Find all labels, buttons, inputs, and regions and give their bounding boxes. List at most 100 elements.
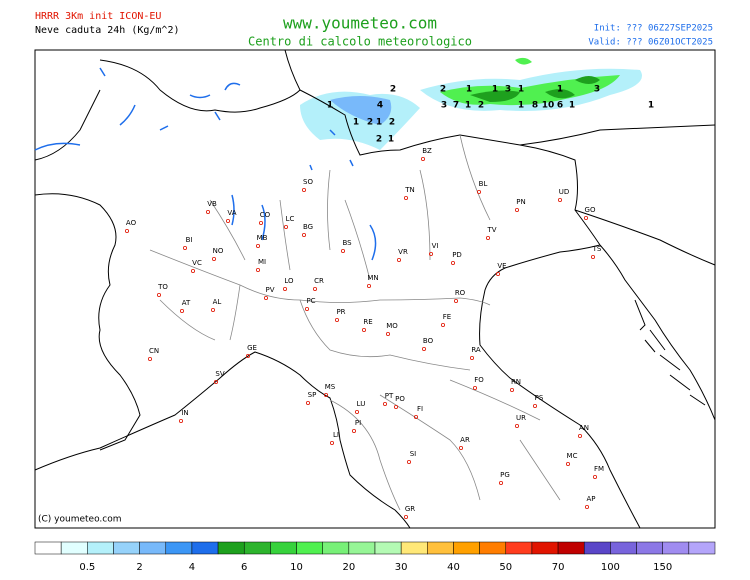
snow-value: 10 — [542, 101, 555, 111]
colorbar-swatch — [505, 541, 533, 555]
snow-value: 4 — [377, 101, 383, 111]
colorbar-swatch — [348, 541, 376, 555]
snow-value: 1 — [518, 101, 524, 111]
colorbar-swatch — [243, 541, 271, 555]
city-label: SP — [308, 391, 317, 399]
colorbar-label: 0.5 — [79, 562, 95, 573]
snow-value: 3 — [505, 85, 511, 95]
colorbar-swatch — [688, 541, 716, 555]
city-dot — [403, 515, 408, 520]
colorbar-label: 20 — [342, 562, 355, 573]
city-label: RA — [471, 346, 481, 354]
city-dot — [403, 195, 408, 200]
city-dot — [593, 474, 598, 479]
city-label: PC — [306, 297, 315, 305]
city-dot — [485, 235, 490, 240]
city-dot — [210, 307, 215, 312]
city-label: GO — [585, 206, 596, 214]
colorbar-swatch — [139, 541, 167, 555]
init-time: Init: ??? 06Z27SEP2025 — [594, 24, 713, 34]
city-label: AT — [182, 299, 191, 307]
city-dot — [440, 322, 445, 327]
snow-value: 7 — [453, 101, 459, 111]
colorbar-swatch — [479, 541, 507, 555]
city-label: CO — [260, 211, 271, 219]
city-label: PT — [385, 392, 394, 400]
city-dot — [182, 245, 187, 250]
city-dot — [305, 400, 310, 405]
city-label: AR — [460, 436, 470, 444]
city-dot — [495, 271, 500, 276]
city-dot — [334, 317, 339, 322]
city-dot — [413, 414, 418, 419]
city-label: PI — [355, 419, 361, 427]
city-label: BZ — [422, 147, 432, 155]
snow-areas — [300, 57, 642, 150]
city-label: PN — [516, 198, 525, 206]
city-label: VA — [227, 209, 236, 217]
city-dot — [301, 232, 306, 237]
city-label: VB — [207, 200, 217, 208]
city-label: FE — [443, 313, 451, 321]
valid-time: Valid: ??? 06Z01OCT2025 — [588, 38, 713, 48]
city-label: GR — [405, 505, 415, 513]
snow-value: 1 — [353, 118, 359, 128]
copyright: (C) youmeteo.com — [38, 515, 122, 525]
city-label: RO — [455, 289, 466, 297]
snow-value: 3 — [594, 85, 600, 95]
city-label: VR — [398, 248, 408, 256]
city-dot — [329, 440, 334, 445]
city-label: FI — [417, 405, 423, 413]
city-label: MI — [258, 258, 266, 266]
city-dot — [366, 283, 371, 288]
city-dot — [156, 292, 161, 297]
city-label: FO — [474, 376, 484, 384]
colorbar-label: 40 — [447, 562, 460, 573]
city-dot — [591, 254, 596, 259]
city-label: SI — [410, 450, 417, 458]
snow-value: 1 — [465, 101, 471, 111]
snow-value: 8 — [532, 101, 538, 111]
colorbar-swatch — [270, 541, 297, 555]
city-label: VC — [192, 259, 202, 267]
city-label: PR — [336, 308, 345, 316]
city-dot — [301, 187, 306, 192]
snow-value: 2 — [440, 85, 446, 95]
colorbar-label: 10 — [290, 562, 303, 573]
colorbar-label: 6 — [241, 562, 247, 573]
city-dot — [558, 197, 563, 202]
colorbar-swatch — [400, 541, 428, 555]
city-label: PD — [452, 251, 462, 259]
city-label: BI — [186, 236, 193, 244]
city-dot — [323, 392, 328, 397]
city-dot — [361, 327, 366, 332]
city-label: BO — [423, 337, 434, 345]
city-label: LO — [284, 277, 294, 285]
snow-value: 1 — [492, 85, 498, 95]
snow-value: 2 — [478, 101, 484, 111]
city-label: SV — [215, 370, 224, 378]
colorbar-label: 4 — [189, 562, 195, 573]
city-label: MB — [257, 234, 268, 242]
city-dot — [396, 257, 401, 262]
map-geometry — [34, 49, 716, 529]
city-label: CN — [149, 347, 159, 355]
city-dot — [283, 224, 288, 229]
city-dot — [472, 385, 477, 390]
colorbar: 0.5 2 4 6 10 20 30 40 50 70 100 150 — [34, 541, 716, 573]
city-label: RE — [363, 318, 372, 326]
city-label: BL — [479, 180, 488, 188]
city-dot — [147, 356, 152, 361]
city-dot — [515, 207, 520, 212]
colorbar-swatch — [662, 541, 690, 555]
city-dot — [428, 251, 433, 256]
city-dot — [515, 423, 520, 428]
snow-labels: 2 2 1 1 3 1 1 31 4 3 7 1 2 1 8 10 6 1 11 2 1 22 1 — [327, 85, 654, 145]
snow-value: 1 — [557, 85, 563, 95]
city-dot — [566, 461, 571, 466]
colorbar-swatch — [60, 541, 88, 555]
colorbar-label: 50 — [499, 562, 512, 573]
colorbar-swatch — [191, 541, 219, 555]
city-label: BS — [342, 239, 352, 247]
